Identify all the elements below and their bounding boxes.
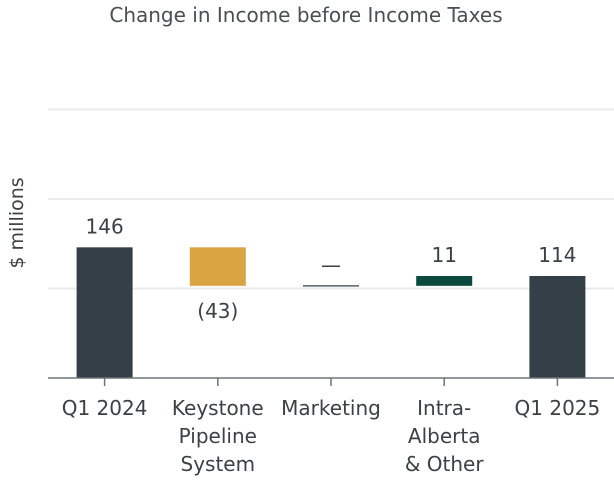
bar-4 xyxy=(416,275,473,286)
category-label-4: Intra-Alberta & Other xyxy=(405,396,485,476)
gridlines xyxy=(48,108,614,290)
category-labels: Q1 2024 Keystone Pipeline System Marketing In… xyxy=(62,396,601,476)
bar-5 xyxy=(529,275,586,378)
data-label-3: — xyxy=(321,253,341,277)
bars xyxy=(76,247,586,378)
data-label-5: 114 xyxy=(538,243,576,267)
bar-1 xyxy=(76,247,133,378)
category-label-3: Marketing xyxy=(281,396,381,420)
data-label-4: 11 xyxy=(431,243,456,267)
category-label-5: Q1 2025 xyxy=(515,396,601,420)
bar-2 xyxy=(189,247,246,286)
y-axis-label: $ millions xyxy=(6,177,28,268)
data-label-2: (43) xyxy=(197,299,238,323)
category-label-1: Q1 2024 xyxy=(62,396,148,420)
category-label-2: Keystone Pipeline System xyxy=(172,396,264,476)
x-axis xyxy=(48,377,614,386)
data-label-1: 146 xyxy=(86,214,124,238)
chart-title: Change in Income before Income Taxes xyxy=(109,3,502,27)
data-labels: 146 (43) — 11 114 xyxy=(86,214,577,322)
